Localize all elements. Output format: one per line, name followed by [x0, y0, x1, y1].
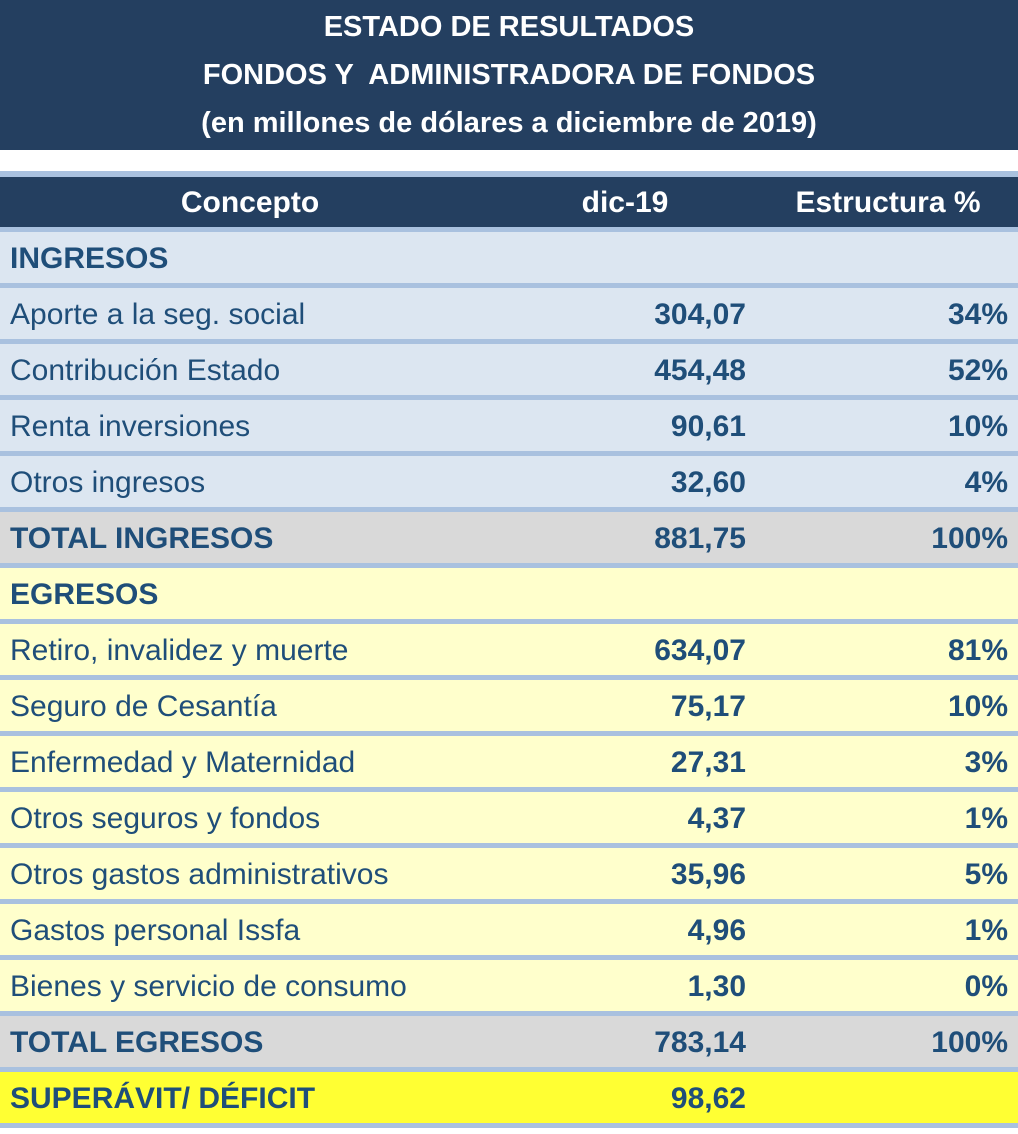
row-concept: INGRESOS: [10, 242, 169, 275]
table-row: Renta inversiones 90,61 10%: [0, 400, 1018, 451]
row-concept: EGRESOS: [10, 578, 159, 611]
row-concept: Aporte a la seg. social: [10, 298, 306, 331]
table-row: Gastos personal Issfa 4,96 1%: [0, 904, 1018, 955]
report-title: ESTADO DE RESULTADOS FONDOS Y ADMINISTRA…: [0, 0, 1018, 150]
row-concept: Otros gastos administrativos: [10, 858, 389, 891]
row-concept: SUPERÁVIT/ DÉFICIT: [10, 1082, 316, 1115]
row-percent: 3%: [964, 746, 1008, 779]
row-value: 75,17: [670, 690, 746, 723]
row-percent: 1%: [964, 914, 1008, 947]
row-percent: 1%: [964, 802, 1008, 835]
income-statement-table: Concepto dic-19 Estructura % INGRESOS Apo…: [0, 171, 1018, 1128]
row-percent: 100%: [931, 522, 1008, 555]
row-value: 454,48: [654, 354, 746, 387]
table-row: Bienes y servicio de consumo 1,30 0%: [0, 960, 1018, 1011]
row-concept: TOTAL INGRESOS: [10, 522, 274, 555]
row-concept: Contribución Estado: [10, 354, 281, 387]
row-concept: Enfermedad y Maternidad: [10, 746, 356, 779]
row-concept: Otros seguros y fondos: [10, 802, 321, 835]
row-percent: 4%: [964, 466, 1008, 499]
title-line-1: ESTADO DE RESULTADOS: [323, 11, 695, 43]
header-concepto: Concepto: [180, 186, 320, 219]
row-percent: 10%: [947, 690, 1008, 723]
row-concept: Otros ingresos: [10, 466, 206, 499]
table-row: Seguro de Cesantía 75,17 10%: [0, 680, 1018, 731]
row-value: 1,30: [687, 970, 746, 1003]
table-row: Contribución Estado 454,48 52%: [0, 344, 1018, 395]
row-percent: 34%: [947, 298, 1008, 331]
row-concept: Retiro, invalidez y muerte: [10, 634, 349, 667]
row-percent: 52%: [947, 354, 1008, 387]
row-percent: 5%: [964, 858, 1008, 891]
row-percent: 100%: [931, 1026, 1008, 1059]
row-percent: 81%: [947, 634, 1008, 667]
table-row: INGRESOS: [0, 232, 1018, 283]
row-value: 634,07: [654, 634, 746, 667]
row-concept: Renta inversiones: [10, 410, 251, 443]
header-dic-19: dic-19: [581, 186, 669, 219]
table-row: Otros gastos administrativos 35,96 5%: [0, 848, 1018, 899]
row-value: 27,31: [670, 746, 746, 779]
row-concept: Bienes y servicio de consumo: [10, 970, 407, 1003]
row-concept: Gastos personal Issfa: [10, 914, 301, 947]
row-value: 881,75: [654, 522, 746, 555]
table-row: Enfermedad y Maternidad 27,31 3%: [0, 736, 1018, 787]
row-value: 4,96: [687, 914, 746, 947]
row-concept: Seguro de Cesantía: [10, 690, 277, 723]
table-row: EGRESOS: [0, 568, 1018, 619]
table-row: SUPERÁVIT/ DÉFICIT 98,62: [0, 1072, 1018, 1123]
row-concept: TOTAL EGRESOS: [10, 1026, 264, 1059]
table-row: TOTAL INGRESOS 881,75 100%: [0, 512, 1018, 563]
header-estructura: Estructura %: [795, 186, 981, 219]
row-value: 35,96: [670, 858, 746, 891]
row-value: 98,62: [670, 1082, 746, 1115]
row-value: 304,07: [654, 298, 746, 331]
table-row: TOTAL EGRESOS 783,14 100%: [0, 1016, 1018, 1067]
row-percent: 10%: [947, 410, 1008, 443]
title-line-2: FONDOS Y ADMINISTRADORA DE FONDOS: [202, 59, 816, 91]
title-line-3: (en millones de dólares a diciembre de 2…: [201, 107, 817, 139]
row-value: 4,37: [687, 802, 746, 835]
row-value: 32,60: [670, 466, 746, 499]
table-header: Concepto dic-19 Estructura %: [0, 177, 1018, 227]
row-value: 783,14: [654, 1026, 746, 1059]
row-value: 90,61: [670, 410, 746, 443]
row-percent: 0%: [964, 970, 1008, 1003]
table-row: Retiro, invalidez y muerte 634,07 81%: [0, 624, 1018, 675]
table-row: Aporte a la seg. social 304,07 34%: [0, 288, 1018, 339]
table-row: Otros ingresos 32,60 4%: [0, 456, 1018, 507]
table-row: Otros seguros y fondos 4,37 1%: [0, 792, 1018, 843]
